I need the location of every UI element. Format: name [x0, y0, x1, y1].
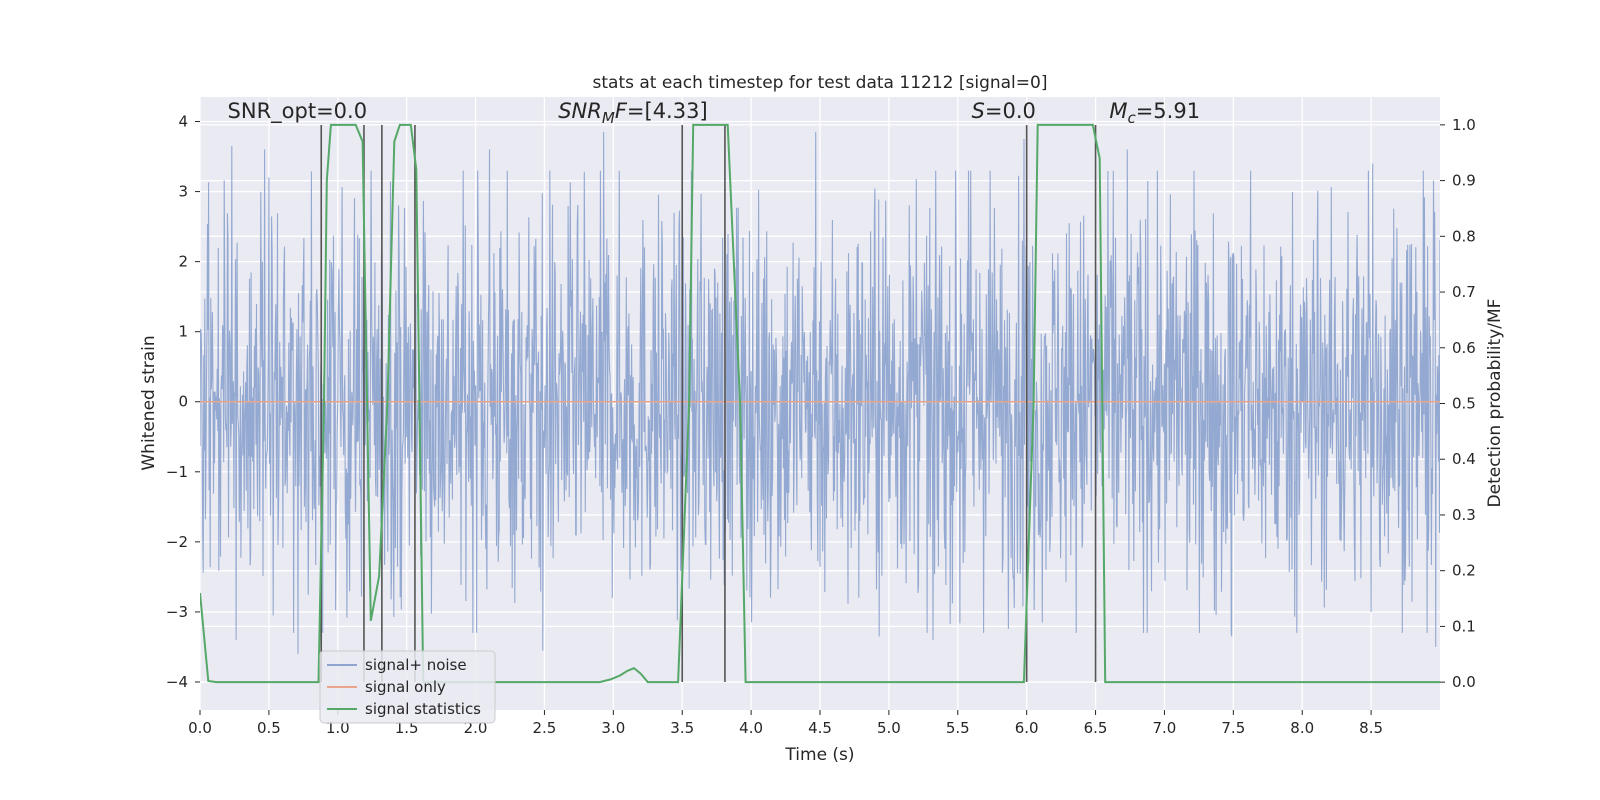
y-tick-label: 3 — [178, 183, 188, 201]
series-signal-noise — [200, 131, 1440, 655]
y2-tick-label: 0.9 — [1452, 172, 1476, 190]
x-tick-label: 7.0 — [1153, 719, 1177, 737]
annotation-snr-opt: SNR_opt=0.0 — [228, 99, 368, 124]
annotation-part: F — [615, 99, 628, 123]
y-tick-label: 0 — [178, 393, 188, 411]
y-tick-label: −2 — [166, 533, 188, 551]
y2-tick-label: 0.4 — [1452, 450, 1476, 468]
x-tick-label: 4.0 — [739, 719, 763, 737]
annotation-part: M — [1109, 99, 1127, 123]
x-tick-label: 5.5 — [946, 719, 970, 737]
y2-tick-label: 0.6 — [1452, 339, 1476, 357]
annotation-s-value: S=0.0 — [972, 99, 1036, 123]
legend-label: signal only — [365, 678, 446, 696]
annotation-mc-value: Mc=5.91 — [1109, 99, 1200, 127]
x-tick-label: 4.5 — [808, 719, 832, 737]
y-tick-label: 2 — [178, 253, 188, 271]
x-tick-label: 3.5 — [670, 719, 694, 737]
x-axis-label: Time (s) — [784, 745, 854, 765]
y2-axis-label: Detection probability/MF — [1485, 299, 1505, 508]
y2-tick-label: 0.0 — [1452, 673, 1476, 691]
legend-box — [319, 650, 496, 724]
series-signal-statistics — [200, 123, 1440, 684]
y-tick-label: −3 — [166, 603, 188, 621]
annotation-snr-mf: SNRMF=[4.33] — [558, 99, 707, 127]
legend-label: signal+ noise — [365, 656, 467, 674]
y-tick-label: 1 — [178, 323, 188, 341]
y2-tick-label: 0.3 — [1452, 506, 1476, 524]
y-tick-label: 4 — [178, 113, 188, 131]
y2-tick-label: 1.0 — [1452, 116, 1476, 134]
x-tick-label: 3.0 — [601, 719, 625, 737]
x-tick-label: 6.5 — [1084, 719, 1108, 737]
annotation-part: M — [602, 109, 615, 127]
x-tick-label: 7.5 — [1221, 719, 1245, 737]
y-axis-label: Whitened strain — [139, 335, 159, 470]
y2-tick-label: 0.5 — [1452, 395, 1476, 413]
y-tick-label: −1 — [166, 463, 188, 481]
y2-tick-label: 0.7 — [1452, 283, 1476, 301]
x-tick-label: 6.0 — [1015, 719, 1039, 737]
y2-tick-label: 0.8 — [1452, 227, 1476, 245]
legend-label: signal statistics — [365, 700, 481, 718]
x-tick-label: 8.5 — [1359, 719, 1383, 737]
chart-title: stats at each timestep for test data 112… — [593, 73, 1048, 93]
y2-tick-label: 0.1 — [1452, 617, 1476, 635]
x-tick-label: 0.0 — [188, 719, 212, 737]
annotation-part: =[4.33] — [627, 99, 708, 123]
x-tick-label: 0.5 — [257, 719, 281, 737]
x-tick-label: 5.0 — [877, 719, 901, 737]
y-tick-label: −4 — [166, 673, 188, 691]
annotation-part: S — [972, 99, 985, 123]
annotation-part: SNR_opt=0.0 — [228, 99, 368, 124]
annotation-part: c — [1127, 109, 1136, 127]
annotation-part: SNR — [558, 99, 602, 123]
legend: signal+ noise signal only signal statistic… — [319, 650, 496, 724]
annotation-part: =5.91 — [1136, 99, 1200, 123]
annotation-part: =0.0 — [985, 99, 1036, 123]
x-tick-label: 8.0 — [1290, 719, 1314, 737]
y2-tick-label: 0.2 — [1452, 562, 1476, 580]
x-tick-label: 2.5 — [533, 719, 557, 737]
